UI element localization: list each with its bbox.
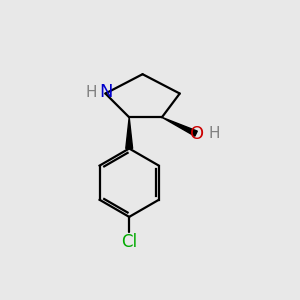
Text: Cl: Cl <box>121 233 137 251</box>
Text: N: N <box>100 83 113 101</box>
Polygon shape <box>126 117 133 148</box>
Text: H: H <box>86 85 97 100</box>
Polygon shape <box>162 117 197 136</box>
Text: O: O <box>190 125 205 143</box>
Text: H: H <box>209 126 220 141</box>
